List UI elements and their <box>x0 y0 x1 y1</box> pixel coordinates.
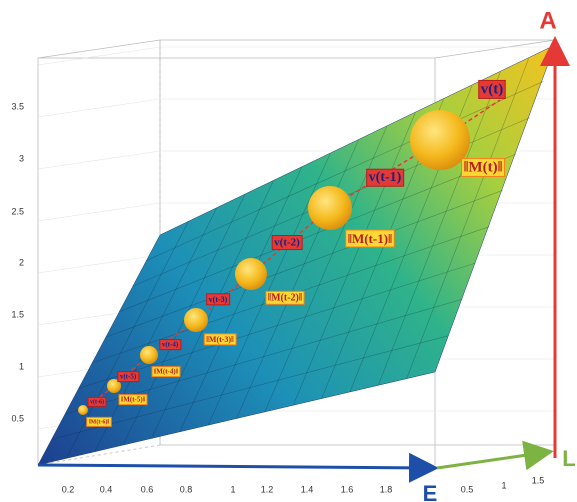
magnitude-label: ‖M(t-6)‖ <box>89 418 110 425</box>
state-sphere <box>184 308 208 332</box>
a-tick-label: 2 <box>19 257 24 267</box>
l-tick-label: 1 <box>501 480 506 490</box>
state-sphere <box>410 110 470 170</box>
magnitude-label: ‖M(t-2)‖ <box>268 292 302 303</box>
magnitude-label: ‖M(t-3)‖ <box>206 335 234 344</box>
a-tick-label: 1.5 <box>11 309 24 319</box>
state-sphere <box>308 186 352 230</box>
a-tick-label: 3 <box>19 153 24 163</box>
a-tick-label: 1 <box>19 361 24 371</box>
e-tick-label: 1.6 <box>341 484 354 494</box>
figure: v(t-6) ‖M(t-6)‖ v(t-5) ‖M(t-5)‖ v(t-4) ‖M(t-4… <box>0 0 577 502</box>
grid-line <box>38 151 160 169</box>
a-tick-label: 2.5 <box>11 206 24 216</box>
e-tick-label: 0.6 <box>141 484 154 494</box>
magnitude-label: ‖M(t-4)‖ <box>154 368 178 376</box>
state-sphere <box>235 258 267 290</box>
magnitude-label: ‖M(t-5)‖ <box>121 396 145 404</box>
e-tick-label: 1.8 <box>380 484 393 494</box>
grid-line <box>38 47 160 65</box>
surface <box>38 45 555 465</box>
l-tick-label: 1.5 <box>532 475 545 485</box>
e-tick-label: 1.4 <box>301 484 314 494</box>
l-tick-label: 0.5 <box>461 484 474 494</box>
e-axis-label: E <box>423 481 438 502</box>
l-axis <box>437 452 548 468</box>
velocity-label: v(t-1) <box>369 170 402 185</box>
e-tick-label: 0.2 <box>62 484 75 494</box>
e-tick-label: 0.4 <box>100 484 113 494</box>
l-axis-label: L <box>562 446 575 471</box>
e-axis <box>38 465 433 468</box>
grid-line <box>38 99 160 117</box>
a-axis-label: A <box>539 7 556 34</box>
velocity-label: v(t-2) <box>274 237 300 249</box>
velocity-label: v(t) <box>481 81 504 97</box>
e-tick-label: 1 <box>230 484 235 494</box>
velocity-label: v(t-5) <box>120 373 137 381</box>
velocity-label: v(t-6) <box>90 398 104 405</box>
a-tick-label: 0.5 <box>11 413 24 423</box>
grid-line <box>38 203 160 221</box>
state-sphere <box>140 346 158 364</box>
e-tick-label: 1.2 <box>261 484 274 494</box>
magnitude-label: ‖M(t-1)‖ <box>348 231 393 246</box>
velocity-label: v(t-3) <box>209 295 228 304</box>
a-tick-label: 3.5 <box>11 101 24 111</box>
e-tick-label: 0.8 <box>180 484 193 494</box>
magnitude-label: ‖M(t)‖ <box>464 159 503 175</box>
state-sphere <box>78 405 88 415</box>
velocity-label: v(t-4) <box>162 341 179 349</box>
